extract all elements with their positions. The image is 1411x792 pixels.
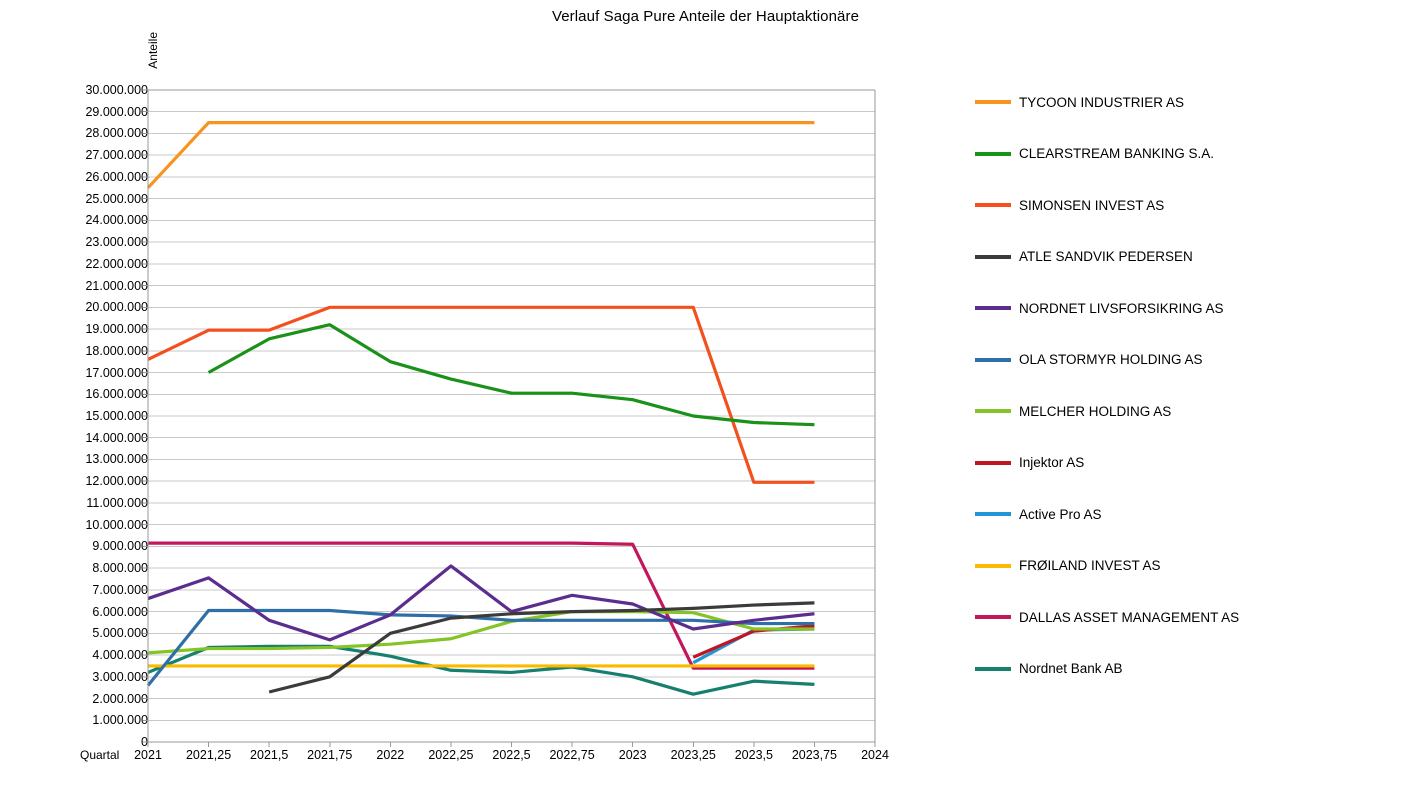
legend-label: Active Pro AS xyxy=(1019,506,1102,522)
y-tick-label: 11.000.000 xyxy=(86,495,148,510)
y-axis-tick-labels: 30.000.000 29.000.000 28.000.000 27.000.000… xyxy=(68,0,148,792)
x-tick-label: 2023,5 xyxy=(734,748,773,762)
y-tick-label: 2.000.000 xyxy=(92,691,148,706)
legend-label: ATLE SANDVIK PEDERSEN xyxy=(1019,249,1193,264)
legend-label: DALLAS ASSET MANAGEMENT AS xyxy=(1019,609,1240,625)
legend-item[interactable]: DALLAS ASSET MANAGEMENT AS xyxy=(975,607,1239,627)
series-line xyxy=(692,627,815,665)
y-tick-label: 17.000.000 xyxy=(85,365,148,380)
legend-label: SIMONSEN INVEST AS xyxy=(1019,197,1165,213)
y-tick-label: 30.000.000 xyxy=(85,83,148,97)
y-tick-label: 25.000.000 xyxy=(85,191,148,206)
series-line xyxy=(147,609,815,655)
y-tick-label: 24.000.000 xyxy=(85,213,148,228)
y-tick-label: 1.000.000 xyxy=(92,713,148,728)
legend-color-swatch xyxy=(975,512,1011,516)
legend-item[interactable]: NORDNET LIVSFORSIKRING AS xyxy=(975,298,1224,318)
legend-color-swatch xyxy=(975,460,1011,465)
plot-frame xyxy=(147,89,876,742)
y-tick-label: 19.000.000 xyxy=(85,322,148,337)
x-tick-label: 2021 xyxy=(134,748,162,762)
y-tick-label: 9.000.000 xyxy=(92,539,148,554)
y-tick-label: 5.000.000 xyxy=(92,626,148,641)
y-tick-label: 3.000.000 xyxy=(92,669,148,684)
series-line xyxy=(268,601,815,694)
legend-item[interactable]: OLA STORMYR HOLDING AS xyxy=(975,350,1203,370)
y-tick-label: 23.000.000 xyxy=(85,235,148,250)
x-tick-label: 2024 xyxy=(861,748,889,762)
y-tick-label: 12.000.000 xyxy=(85,474,148,489)
y-tick-label: 15.000.000 xyxy=(85,409,148,423)
legend-label: FRØILAND INVEST AS xyxy=(1019,558,1161,573)
legend-item[interactable]: TYCOON INDUSTRIER AS xyxy=(975,92,1184,112)
chart-title: Verlauf Saga Pure Anteile der Hauptaktio… xyxy=(551,8,860,25)
legend-item[interactable]: SIMONSEN INVEST AS xyxy=(975,195,1164,215)
legend-item[interactable]: Injektor AS xyxy=(975,453,1084,473)
legend-item[interactable]: CLEARSTREAM BANKING S.A. xyxy=(975,144,1214,164)
legend-label: MELCHER HOLDING AS xyxy=(1019,403,1172,419)
legend-label: CLEARSTREAM BANKING S.A. xyxy=(1019,146,1215,161)
y-tick-label: 22.000.000 xyxy=(85,256,148,271)
y-tick-label: 16.000.000 xyxy=(85,387,148,402)
legend-color-swatch xyxy=(975,615,1011,619)
data-series-group xyxy=(146,120,815,696)
x-tick-label: 2022,75 xyxy=(549,748,595,762)
legend-item[interactable]: Active Pro AS xyxy=(975,504,1102,524)
legend-label: Nordnet Bank AB xyxy=(1019,661,1123,676)
y-tick-label: 4.000.000 xyxy=(92,648,148,663)
legend-label: Injektor AS xyxy=(1019,455,1085,470)
chart-legend: TYCOON INDUSTRIER AS CLEARSTREAM BANKING … xyxy=(975,92,1395,732)
legend-label: OLA STORMYR HOLDING AS xyxy=(1019,352,1203,367)
legend-label: TYCOON INDUSTRIER AS xyxy=(1019,94,1185,110)
legend-color-swatch xyxy=(975,409,1011,413)
x-tick-label: 2022,5 xyxy=(492,748,531,762)
legend-item[interactable]: FRØILAND INVEST AS xyxy=(975,556,1161,576)
series-line xyxy=(147,644,815,696)
x-tick-label: 2023,25 xyxy=(670,748,716,762)
y-tick-label: 13.000.000 xyxy=(85,452,148,467)
legend-color-swatch xyxy=(975,306,1011,310)
legend-color-swatch xyxy=(975,666,1011,671)
x-tick-label: 2023,75 xyxy=(791,748,837,762)
y-tick-label: 21.000.000 xyxy=(85,278,148,293)
legend-color-swatch xyxy=(975,203,1011,207)
y-tick-label: 20.000.000 xyxy=(85,300,148,315)
legend-color-swatch xyxy=(975,100,1011,104)
legend-item[interactable]: Nordnet Bank AB xyxy=(975,659,1123,679)
x-tick-label: 2022 xyxy=(376,748,405,762)
series-line xyxy=(146,608,815,687)
x-tick-label: 2022,25 xyxy=(428,748,474,762)
x-axis-title: Quartal xyxy=(80,748,120,762)
y-tick-label: 6.000.000 xyxy=(92,604,148,619)
x-tick-label: 2021,75 xyxy=(307,748,353,762)
y-tick-label: 18.000.000 xyxy=(85,343,148,358)
legend-color-swatch xyxy=(975,254,1011,259)
series-line xyxy=(147,305,815,484)
series-line xyxy=(147,564,815,642)
y-tick-label: 8.000.000 xyxy=(92,561,148,576)
y-tick-label: 14.000.000 xyxy=(85,430,148,445)
legend-item[interactable]: MELCHER HOLDING AS xyxy=(975,401,1171,421)
x-tick-label: 2021,25 xyxy=(185,748,232,762)
legend-color-swatch xyxy=(975,151,1011,156)
legend-item[interactable]: ATLE SANDVIK PEDERSEN xyxy=(975,247,1193,267)
y-tick-label: 7.000.000 xyxy=(92,582,148,597)
y-tick-label: 29.000.000 xyxy=(85,104,148,119)
legend-color-swatch xyxy=(975,563,1011,568)
series-line xyxy=(148,541,815,670)
y-tick-label: 27.000.000 xyxy=(85,148,148,163)
legend-label: NORDNET LIVSFORSIKRING AS xyxy=(1019,300,1224,316)
legend-color-swatch xyxy=(975,357,1011,362)
y-tick-label: 28.000.000 xyxy=(85,126,148,141)
series-line xyxy=(207,323,815,427)
y-tick-label: 10.000.000 xyxy=(85,517,148,532)
y-tick-label: 26.000.000 xyxy=(85,169,148,184)
x-tick-label: 2021,5 xyxy=(250,748,289,762)
x-tick-label: 2023 xyxy=(618,748,647,762)
series-line xyxy=(146,120,815,189)
